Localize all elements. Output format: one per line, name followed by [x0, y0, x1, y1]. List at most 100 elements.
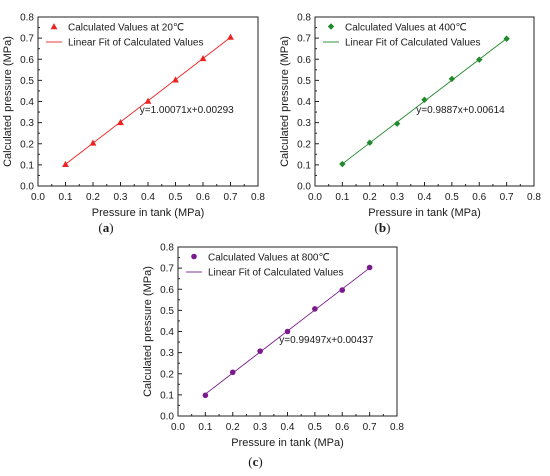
fit-equation-annotation: y=1.00071x+0.00293 — [140, 105, 234, 116]
y-tick-label: 0.7 — [297, 34, 311, 45]
data-point — [366, 139, 373, 146]
x-tick-label: 0.8 — [251, 192, 265, 203]
x-tick-label: 0.5 — [445, 192, 459, 203]
data-point — [50, 23, 58, 30]
fit-equation-annotation: y=0.9887x+0.00614 — [416, 105, 505, 116]
data-point — [229, 369, 236, 376]
y-tick-label: 0.5 — [160, 306, 174, 317]
data-point — [393, 120, 401, 127]
data-point — [144, 97, 152, 104]
data-point — [199, 55, 207, 62]
y-tick-label: 0.8 — [297, 13, 311, 24]
data-point — [476, 56, 483, 63]
data-point — [257, 348, 263, 354]
x-tick-label: 0.2 — [363, 192, 377, 203]
legend-label-points: Calculated Values at 400℃ — [345, 23, 467, 34]
y-tick-label: 0.3 — [160, 348, 174, 359]
y-tick-label: 0.5 — [20, 76, 34, 87]
data-point — [89, 139, 97, 146]
y-tick-label: 0.0 — [20, 182, 34, 193]
y-tick-label: 0.0 — [160, 412, 174, 423]
legend-label-points: Calculated Values at 800℃ — [208, 253, 330, 264]
x-tick-label: 0.4 — [418, 192, 432, 203]
data-point — [366, 264, 373, 271]
data-point — [62, 160, 69, 167]
x-tick-label: 0.3 — [114, 192, 128, 203]
data-point — [117, 119, 124, 126]
x-tick-label: 0.4 — [281, 422, 295, 433]
x-tick-label: 0.8 — [390, 422, 404, 433]
y-tick-label: 0.8 — [20, 13, 34, 24]
legend-label-fit: Linear Fit of Calculated Values — [208, 268, 343, 279]
data-point — [191, 253, 197, 260]
panel-caption: (a) — [98, 220, 113, 235]
x-tick-label: 0.7 — [363, 422, 377, 433]
y-axis-title: Calculated pressure (MPa) — [142, 266, 154, 397]
x-tick-label: 0.6 — [335, 422, 349, 433]
y-tick-label: 0.3 — [20, 118, 34, 129]
legend-label-points: Calculated Values at 20℃ — [68, 23, 184, 34]
y-axis-title: Calculated pressure (MPa) — [2, 36, 14, 167]
y-tick-label: 0.5 — [297, 76, 311, 87]
y-tick-label: 0.2 — [297, 139, 311, 150]
y-tick-label: 0.7 — [20, 34, 34, 45]
data-point — [284, 328, 291, 335]
x-tick-label: 0.5 — [169, 192, 183, 203]
panel-caption: (c) — [248, 454, 262, 469]
y-axis-title: Calculated pressure (MPa) — [279, 36, 291, 167]
x-axis-title: Pressure in tank (MPa) — [92, 207, 204, 219]
y-tick-label: 0.8 — [160, 243, 174, 254]
x-tick-label: 0.7 — [500, 192, 514, 203]
x-tick-label: 0.6 — [196, 192, 210, 203]
y-tick-label: 0.4 — [20, 97, 34, 108]
fit-equation-annotation: y=0.99497x+0.00437 — [279, 335, 373, 346]
x-axis-title: Pressure in tank (MPa) — [368, 207, 480, 219]
y-tick-label: 0.6 — [160, 285, 174, 296]
x-tick-label: 0.1 — [59, 192, 73, 203]
y-tick-label: 0.0 — [297, 182, 311, 193]
y-tick-label: 0.1 — [20, 160, 34, 171]
y-tick-label: 0.6 — [297, 55, 311, 66]
y-tick-label: 0.1 — [160, 390, 174, 401]
chart-panel-2: 0.0 0.1 0.2 0.3 0.4 0.5 0.6 0.7 0.8 0.0 0.1 0.2 0.3 0… — [279, 13, 541, 236]
data-point — [503, 35, 510, 42]
data-point — [327, 23, 335, 30]
x-tick-label: 0.1 — [335, 192, 349, 203]
data-point — [339, 160, 346, 168]
data-point — [312, 306, 318, 312]
data-point — [202, 392, 209, 399]
x-tick-label: 0.4 — [141, 192, 155, 203]
data-point — [448, 75, 456, 83]
x-tick-label: 0.1 — [198, 422, 212, 433]
chart-panel-3: 0.0 0.1 0.2 0.3 0.4 0.5 0.6 0.7 0.8 0.0 0.1 0.2 0.3 0… — [142, 243, 404, 470]
x-tick-label: 0.3 — [253, 422, 267, 433]
y-tick-label: 0.2 — [20, 139, 34, 150]
y-tick-label: 0.4 — [160, 327, 174, 338]
legend-label-fit: Linear Fit of Calculated Values — [345, 38, 480, 49]
data-point — [227, 33, 234, 40]
x-tick-label: 0.0 — [31, 192, 45, 203]
x-tick-label: 0.8 — [527, 192, 541, 203]
x-tick-label: 0.0 — [308, 192, 322, 203]
y-tick-label: 0.3 — [297, 118, 311, 129]
x-axis-title: Pressure in tank (MPa) — [231, 437, 343, 449]
y-tick-label: 0.4 — [297, 97, 311, 108]
y-tick-label: 0.6 — [20, 55, 34, 66]
x-tick-label: 0.6 — [472, 192, 486, 203]
y-tick-label: 0.1 — [297, 160, 311, 171]
x-tick-label: 0.5 — [308, 422, 322, 433]
data-point — [421, 96, 428, 104]
data-point — [172, 76, 179, 83]
y-tick-label: 0.7 — [160, 264, 174, 275]
x-tick-label: 0.7 — [224, 192, 238, 203]
x-tick-label: 0.2 — [226, 422, 240, 433]
y-tick-label: 0.2 — [160, 369, 174, 380]
chart-panel-1: 0.0 0.1 0.2 0.3 0.4 0.5 0.6 0.7 0.8 0.0 0.1 0.2 0.3 0… — [2, 13, 265, 236]
x-tick-label: 0.3 — [390, 192, 404, 203]
legend-label-fit: Linear Fit of Calculated Values — [68, 38, 203, 49]
data-point — [339, 287, 346, 293]
x-tick-label: 0.2 — [86, 192, 100, 203]
panel-caption: (b) — [375, 220, 391, 235]
x-tick-label: 0.0 — [171, 422, 185, 433]
